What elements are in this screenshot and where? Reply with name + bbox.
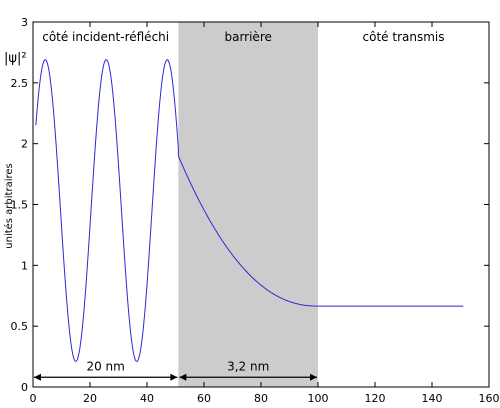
dimension-arrow-left — [34, 373, 41, 381]
dimension-arrow-right — [310, 373, 317, 381]
x-tick-label: 20 — [83, 392, 97, 405]
dimension-label-1: 3,2 nm — [227, 359, 269, 373]
dimension-arrow-right — [170, 373, 178, 381]
x-tick-label: 40 — [140, 392, 154, 405]
dimension-arrow-left — [179, 373, 187, 381]
labels-layer: côté incident-réfléchi barrière côté trans… — [42, 30, 444, 44]
region-label-1: barrière — [224, 30, 271, 44]
y-tick-label: 2.5 — [11, 77, 29, 90]
series-layer — [35, 59, 464, 363]
x-tick-label: 100 — [308, 392, 329, 405]
regions-layer — [178, 22, 318, 387]
x-tick-label: 160 — [479, 392, 500, 405]
x-tick-label: 80 — [254, 392, 268, 405]
psi-curve — [35, 59, 464, 363]
barrier-region — [178, 22, 318, 387]
y-tick-label: 2 — [21, 138, 28, 151]
y-tick-label: 1 — [21, 259, 28, 272]
y-tick-label: 0.5 — [11, 320, 29, 333]
psi-squared-label: |ψ|² — [4, 51, 27, 66]
y-tick-label: 1.5 — [11, 199, 29, 212]
dims-layer: 20 nm 3,2 nm — [34, 359, 317, 381]
y-tick-label: 3 — [21, 16, 28, 29]
x-tick-label: 140 — [422, 392, 443, 405]
x-tick-label: 0 — [30, 392, 37, 405]
region-label-0: côté incident-réfléchi — [42, 30, 169, 44]
dimension-label-0: 20 nm — [86, 359, 124, 373]
region-label-2: côté transmis — [363, 30, 445, 44]
y-tick-label: 0 — [21, 381, 28, 394]
x-tick-label: 120 — [365, 392, 386, 405]
ticks-layer: 0 20 40 60 80 100 120 140 160 0 0.5 1 1.5 2 2.5 3 — [11, 16, 500, 405]
y-axis-label: unités arbitraires — [3, 163, 15, 248]
x-tick-label: 60 — [197, 392, 211, 405]
